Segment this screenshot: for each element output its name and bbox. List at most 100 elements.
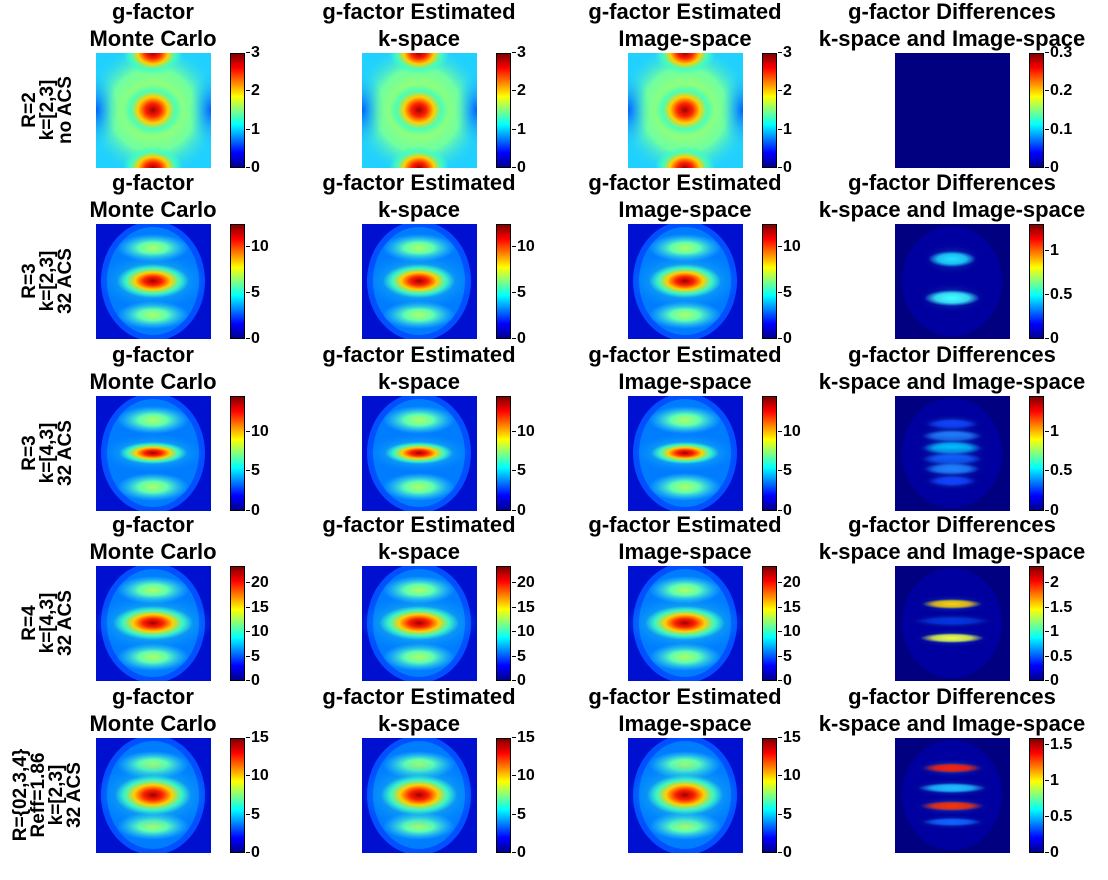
panel-title-line2: Image-space (618, 197, 752, 222)
colorbar-tick-label: 10 (778, 623, 801, 641)
colorbar-tick-label: 0.5 (1044, 285, 1073, 303)
heatmap-panel (96, 224, 211, 339)
heatmap-panel (96, 53, 211, 168)
colorbar-tick-label: 20 (246, 574, 269, 592)
colorbar-tick-label: 15 (246, 729, 269, 746)
heatmap-panel (628, 53, 743, 168)
colorbar-tick-label: 10 (246, 623, 269, 641)
colorbar-tick-label: 10 (246, 422, 269, 440)
heatmap-panel (96, 738, 211, 853)
colorbar (230, 738, 245, 853)
colorbar-tick-label: 0 (512, 844, 526, 861)
panel-title-line2: k-space (378, 197, 460, 222)
heatmap-panel (895, 396, 1010, 511)
colorbar (496, 53, 511, 168)
colorbar-tick-label: 2 (1045, 574, 1059, 592)
panel-title-line1: g-factor (112, 0, 194, 24)
heatmap-panel (628, 566, 743, 681)
colorbar-tick-label: 0 (1045, 330, 1059, 347)
colorbar-tick-label: 0 (512, 330, 526, 347)
panel-title-line2: Image-space (618, 26, 752, 51)
panel-title-line1: g-factor Estimated (322, 684, 516, 709)
colorbar (1029, 738, 1044, 853)
panel-title-line2: Monte Carlo (89, 711, 217, 736)
colorbar (230, 53, 245, 168)
heatmap-panel (362, 224, 477, 339)
colorbar-tick-label: 0.3 (1044, 44, 1073, 61)
colorbar-tick-label: 3 (246, 44, 260, 61)
heatmap-panel (96, 396, 211, 511)
difference-image (895, 224, 1010, 339)
colorbar-tick-label: 0 (246, 672, 260, 689)
panel-title-line2: k-space and Image-space (818, 539, 1086, 564)
panel-title-line1: g-factor Estimated (588, 170, 782, 195)
colorbar-tick-label: 1 (1045, 772, 1059, 790)
panel-title-line1: g-factor Estimated (588, 684, 782, 709)
colorbar (496, 738, 511, 853)
panel-title-line1: g-factor Estimated (322, 170, 516, 195)
colorbar-tick-label: 0.5 (1044, 462, 1073, 480)
colorbar-tick-label: 2 (512, 82, 526, 100)
panel-title-line2: k-space and Image-space (818, 711, 1086, 736)
heatmap-image (628, 738, 743, 853)
heatmap-panel (362, 738, 477, 853)
panel-title-line2: k-space and Image-space (818, 197, 1086, 222)
panel-title-line2: Image-space (618, 711, 752, 736)
colorbar-tick-label: 0 (778, 672, 792, 689)
panel-title-line2: Monte Carlo (89, 26, 217, 51)
heatmap-image (96, 738, 211, 853)
colorbar-tick-label: 10 (512, 767, 535, 785)
panel-title-line2: Monte Carlo (89, 369, 217, 394)
heatmap-image (628, 566, 743, 681)
colorbar-tick-label: 0 (778, 844, 792, 861)
panel-title-line1: g-factor Estimated (588, 512, 782, 537)
panel-title-line2: k-space and Image-space (818, 26, 1086, 51)
colorbar-tick-label: 10 (246, 767, 269, 785)
colorbar-tick-label: 0 (1045, 844, 1059, 861)
panel-title-line1: g-factor Differences (848, 0, 1056, 24)
colorbar-tick-label: 15 (778, 729, 801, 746)
colorbar-tick-label: 0 (512, 502, 526, 519)
colorbar-tick-label: 10 (778, 422, 801, 440)
colorbar-tick-label: 15 (246, 598, 269, 616)
panel-title-line1: g-factor Estimated (322, 342, 516, 367)
heatmap-panel (628, 396, 743, 511)
heatmap-image (628, 396, 743, 511)
colorbar-tick-label: 5 (246, 647, 260, 665)
heatmap-image (362, 738, 477, 853)
colorbar-tick-label: 20 (778, 574, 801, 592)
colorbar-tick-label: 15 (512, 598, 535, 616)
heatmap-image (362, 566, 477, 681)
panel-title-line1: g-factor Estimated (322, 512, 516, 537)
colorbar-tick-label: 10 (512, 238, 535, 255)
colorbar-tick-label: 10 (512, 422, 535, 440)
heatmap-image (362, 53, 477, 168)
colorbar-tick-label: 0 (1045, 159, 1059, 176)
colorbar-tick-label: 0 (1045, 672, 1059, 689)
panel-title-line2: Monte Carlo (89, 539, 217, 564)
heatmap-panel (628, 224, 743, 339)
heatmap-panel (362, 566, 477, 681)
colorbar-tick-label: 0 (1045, 502, 1059, 519)
colorbar-tick-label: 0.1 (1044, 120, 1073, 138)
colorbar (1029, 224, 1044, 339)
colorbar-tick-label: 5 (246, 284, 260, 301)
panel-title-line2: Image-space (618, 369, 752, 394)
heatmap-image (362, 224, 477, 339)
panel-title-line1: g-factor (112, 512, 194, 537)
colorbar-tick-label: 10 (512, 623, 535, 641)
panel-title-line2: k-space (378, 539, 460, 564)
colorbar-tick-label: 10 (778, 767, 801, 785)
colorbar-tick-label: 5 (246, 805, 260, 823)
colorbar (762, 224, 777, 339)
colorbar-tick-label: 0.5 (1044, 808, 1073, 826)
panel-title-line1: g-factor Differences (848, 512, 1056, 537)
colorbar-tick-label: 0 (246, 844, 260, 861)
panel-title-line2: Monte Carlo (89, 197, 217, 222)
colorbar-tick-label: 15 (512, 729, 535, 746)
colorbar-tick-label: 1 (512, 120, 526, 138)
colorbar-tick-label: 5 (512, 462, 526, 480)
colorbar (1029, 53, 1044, 168)
colorbar-tick-label: 5 (512, 284, 526, 301)
heatmap-image (96, 396, 211, 511)
